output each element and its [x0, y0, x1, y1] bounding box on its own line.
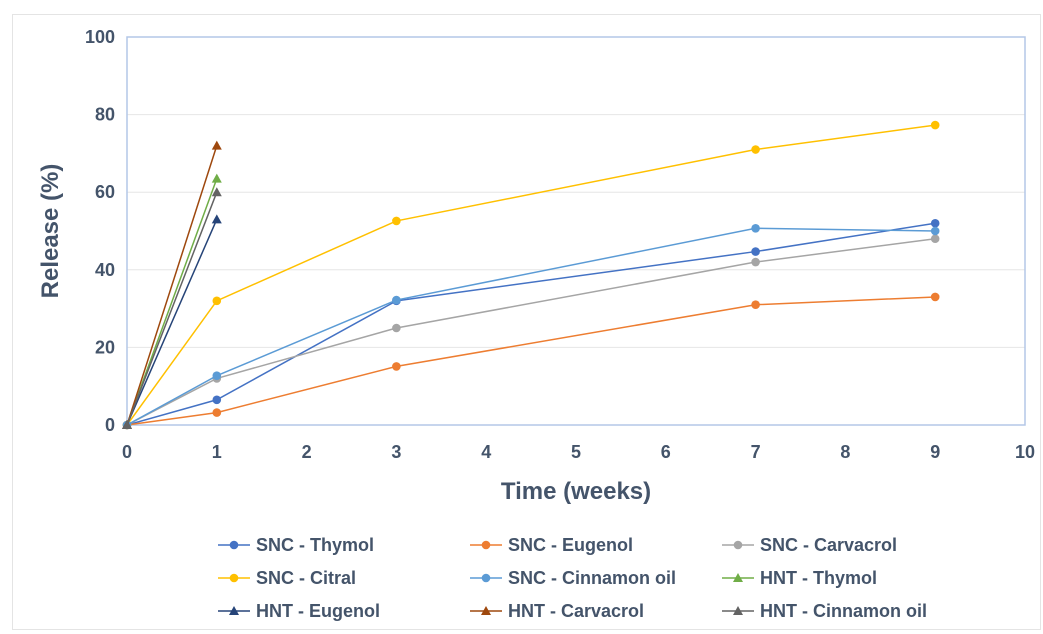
- legend-label: SNC - Cinnamon oil: [508, 568, 676, 588]
- series-line: [126, 238, 936, 426]
- data-point: [930, 234, 940, 244]
- series-line: [126, 296, 936, 426]
- y-tick-label: 40: [95, 260, 115, 280]
- x-tick-label: 8: [840, 442, 850, 462]
- data-point: [122, 420, 132, 429]
- plot-area-border: [126, 36, 1026, 426]
- legend: SNC - Thymol SNC - Eugenol SNC - Carvacrol…: [218, 535, 927, 621]
- y-tick-label: 100: [85, 27, 115, 47]
- data-point: [751, 300, 760, 310]
- y-tick-label: 60: [95, 182, 115, 202]
- y-tick-label: 0: [105, 415, 115, 435]
- x-tick-label: 4: [481, 442, 491, 462]
- series-layer: [122, 120, 940, 430]
- x-tick-label: 9: [930, 442, 940, 462]
- legend-item: HNT - Eugenol: [218, 601, 380, 621]
- x-tick-label: 7: [751, 442, 761, 462]
- legend-marker: [229, 573, 239, 583]
- series-line: [126, 178, 218, 426]
- legend-item: HNT - Cinnamon oil: [722, 601, 927, 621]
- data-point: [212, 395, 222, 405]
- data-point: [392, 216, 401, 226]
- series-2: [122, 234, 940, 430]
- data-point: [392, 323, 401, 333]
- data-point: [212, 408, 222, 417]
- y-tick-label: 20: [95, 337, 115, 357]
- chart-frame: [12, 14, 1041, 630]
- series-line: [126, 124, 936, 426]
- legend-item: SNC - Thymol: [218, 535, 374, 555]
- series-0: [122, 218, 940, 430]
- x-axis-title: Time (weeks): [501, 478, 651, 505]
- legend-marker: [733, 606, 743, 615]
- data-point: [930, 292, 940, 302]
- x-tick-label: 5: [571, 442, 581, 462]
- x-tick-label: 10: [1015, 442, 1035, 462]
- series-1: [122, 292, 940, 430]
- x-tick-label: 3: [391, 442, 401, 462]
- y-axis-title: Release (%): [37, 164, 64, 299]
- legend-item: SNC - Carvacrol: [722, 535, 897, 555]
- legend-item: SNC - Eugenol: [470, 535, 633, 555]
- data-point: [392, 362, 401, 371]
- legend-label: HNT - Carvacrol: [508, 601, 644, 621]
- legend-label: HNT - Cinnamon oil: [760, 601, 927, 621]
- legend-label: SNC - Eugenol: [508, 535, 633, 555]
- legend-marker: [733, 540, 743, 550]
- legend-label: SNC - Citral: [256, 568, 356, 588]
- series-4: [122, 223, 940, 430]
- legend-item: HNT - Thymol: [722, 568, 877, 588]
- data-point: [930, 120, 940, 130]
- data-point: [930, 226, 940, 236]
- y-tick-label: 80: [95, 105, 115, 125]
- legend-marker: [481, 573, 491, 583]
- legend-item: SNC - Citral: [218, 568, 356, 588]
- legend-marker: [481, 606, 491, 615]
- series-3: [122, 120, 940, 430]
- legend-label: SNC - Thymol: [256, 535, 374, 555]
- data-point: [211, 173, 222, 183]
- legend-item: HNT - Carvacrol: [470, 601, 644, 621]
- series-7: [122, 140, 222, 429]
- data-point: [211, 140, 222, 150]
- x-tick-label: 1: [212, 442, 222, 462]
- legend-label: HNT - Eugenol: [256, 601, 380, 621]
- series-line: [126, 145, 218, 426]
- data-point: [211, 214, 222, 224]
- legend-marker: [733, 573, 743, 582]
- legend-marker: [481, 540, 491, 550]
- data-point: [212, 296, 222, 306]
- data-point: [751, 145, 760, 154]
- x-tick-label: 2: [302, 442, 312, 462]
- series-line: [126, 219, 218, 426]
- data-point: [211, 187, 222, 197]
- data-point: [930, 218, 940, 228]
- x-tick-label: 6: [661, 442, 671, 462]
- x-axis-ticks: 0 1 2 3 4 5 6 7 8 9 10: [122, 442, 1035, 462]
- data-point: [751, 223, 760, 233]
- data-point: [392, 295, 401, 305]
- series-8: [122, 187, 222, 429]
- legend-marker: [229, 540, 239, 550]
- y-axis-ticks: 0 20 40 60 80 100: [85, 27, 115, 435]
- data-point: [212, 371, 222, 381]
- series-5: [122, 173, 222, 429]
- legend-label: HNT - Thymol: [760, 568, 877, 588]
- series-line: [126, 227, 936, 426]
- series-line: [126, 191, 218, 426]
- data-point: [751, 257, 760, 267]
- legend-marker: [229, 606, 239, 615]
- legend-item: SNC - Cinnamon oil: [470, 568, 676, 588]
- x-tick-label: 0: [122, 442, 132, 462]
- legend-label: SNC - Carvacrol: [760, 535, 897, 555]
- series-line: [126, 222, 936, 426]
- data-point: [751, 247, 760, 256]
